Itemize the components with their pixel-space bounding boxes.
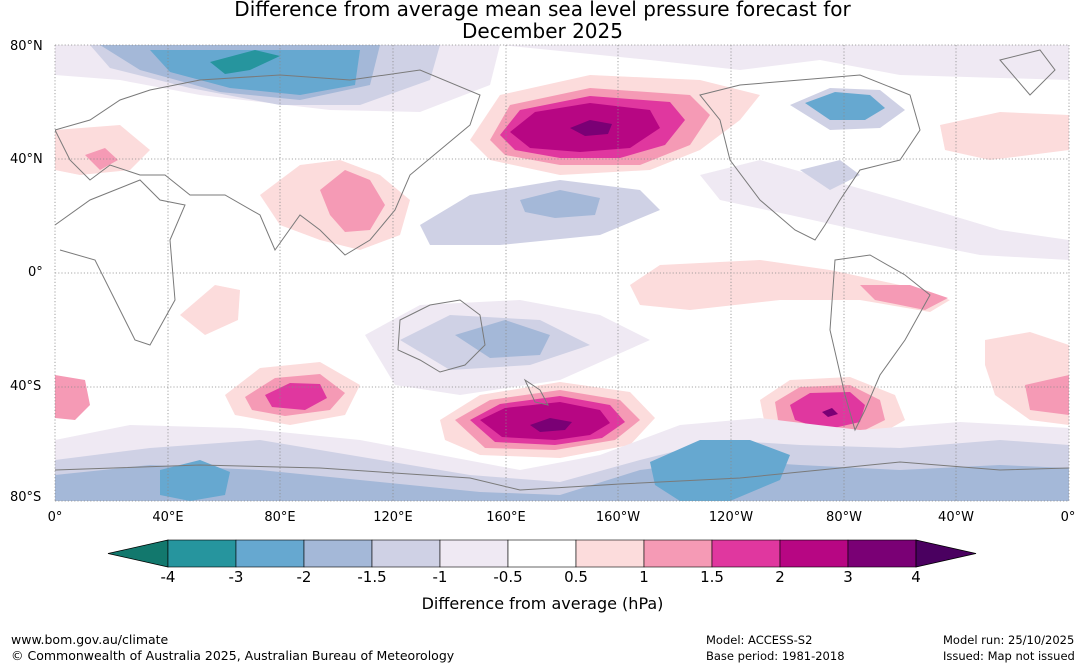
colorbar-tick: -4: [160, 568, 176, 586]
map-title-line2: December 2025: [462, 19, 623, 43]
lat-label-40n: 40°N: [10, 152, 43, 167]
australia-coast: [397, 299, 486, 373]
colorbar-segment: [575, 539, 645, 568]
colorbar-tick: 1: [639, 568, 649, 586]
footer-website: www.bom.gov.au/climate: [11, 632, 169, 647]
lat-label-80s: 80°S: [10, 490, 42, 505]
footer-model-run: Model run: 25/10/2025: [943, 633, 1075, 647]
colorbar-tick: -2: [296, 568, 312, 586]
colorbar-tick: -3: [228, 568, 244, 586]
colorbar: [107, 539, 977, 568]
colorbar-tick: 3: [843, 568, 853, 586]
lon-label-160w: 160°W: [595, 510, 641, 525]
coastlines: [55, 49, 1069, 491]
footer-issued: Issued: Map not issued: [943, 649, 1075, 663]
colorbar-segment: [643, 539, 713, 568]
colorbar-segment: [235, 539, 305, 568]
europe-asia-coast: [55, 69, 481, 256]
colorbar-segment: [847, 539, 917, 568]
colorbar-segment: [167, 539, 237, 568]
lon-label-40w: 40°W: [938, 510, 974, 525]
map-title-line1: Difference from average mean sea level p…: [234, 0, 851, 21]
lat-label-80n: 80°N: [10, 39, 43, 54]
colorbar-label: Difference from average (hPa): [421, 594, 664, 613]
footer-base-period: Base period: 1981-2018: [706, 649, 845, 663]
colorbar-arrow-low: [107, 539, 169, 568]
lon-label-160e: 160°E: [486, 510, 526, 525]
colorbar-tick: 1.5: [700, 568, 724, 586]
lon-label-40e: 40°E: [152, 510, 184, 525]
colorbar-tick: -1.5: [357, 568, 387, 586]
colorbar-segment: [439, 539, 509, 568]
footer-model: Model: ACCESS-S2: [706, 633, 813, 647]
lat-label-40s: 40°S: [10, 379, 42, 394]
south-america-coast: [829, 254, 931, 432]
colorbar-segment: [507, 539, 577, 568]
colorbar-tick: 4: [911, 568, 921, 586]
colorbar-segment: [711, 539, 781, 568]
colorbar-tick: 2: [775, 568, 785, 586]
lon-label-120e: 120°E: [373, 510, 413, 525]
colorbar-arrow-high: [915, 539, 977, 568]
colorbar-segment: [371, 539, 441, 568]
lon-label-0-east: 0°: [1060, 510, 1076, 525]
colorbar-segment: [303, 539, 373, 568]
lon-label-80e: 80°E: [264, 510, 296, 525]
africa-coast: [55, 179, 186, 346]
lon-label-120w: 120°W: [708, 510, 754, 525]
colorbar-tick: -1: [432, 568, 448, 586]
colorbar-tick: 0.5: [564, 568, 588, 586]
colorbar-tick: -0.5: [493, 568, 523, 586]
lon-label-80w: 80°W: [826, 510, 862, 525]
colorbar-segment: [779, 539, 849, 568]
gridlines: [54, 44, 1070, 502]
antarctica-coast: [55, 461, 1069, 491]
lon-label-0: 0°: [47, 510, 63, 525]
lat-label-0: 0°: [28, 265, 43, 280]
footer-copyright: © Commonwealth of Australia 2025, Austra…: [11, 648, 455, 663]
north-america-coast: [699, 74, 921, 241]
anomaly-field: [55, 45, 1069, 501]
